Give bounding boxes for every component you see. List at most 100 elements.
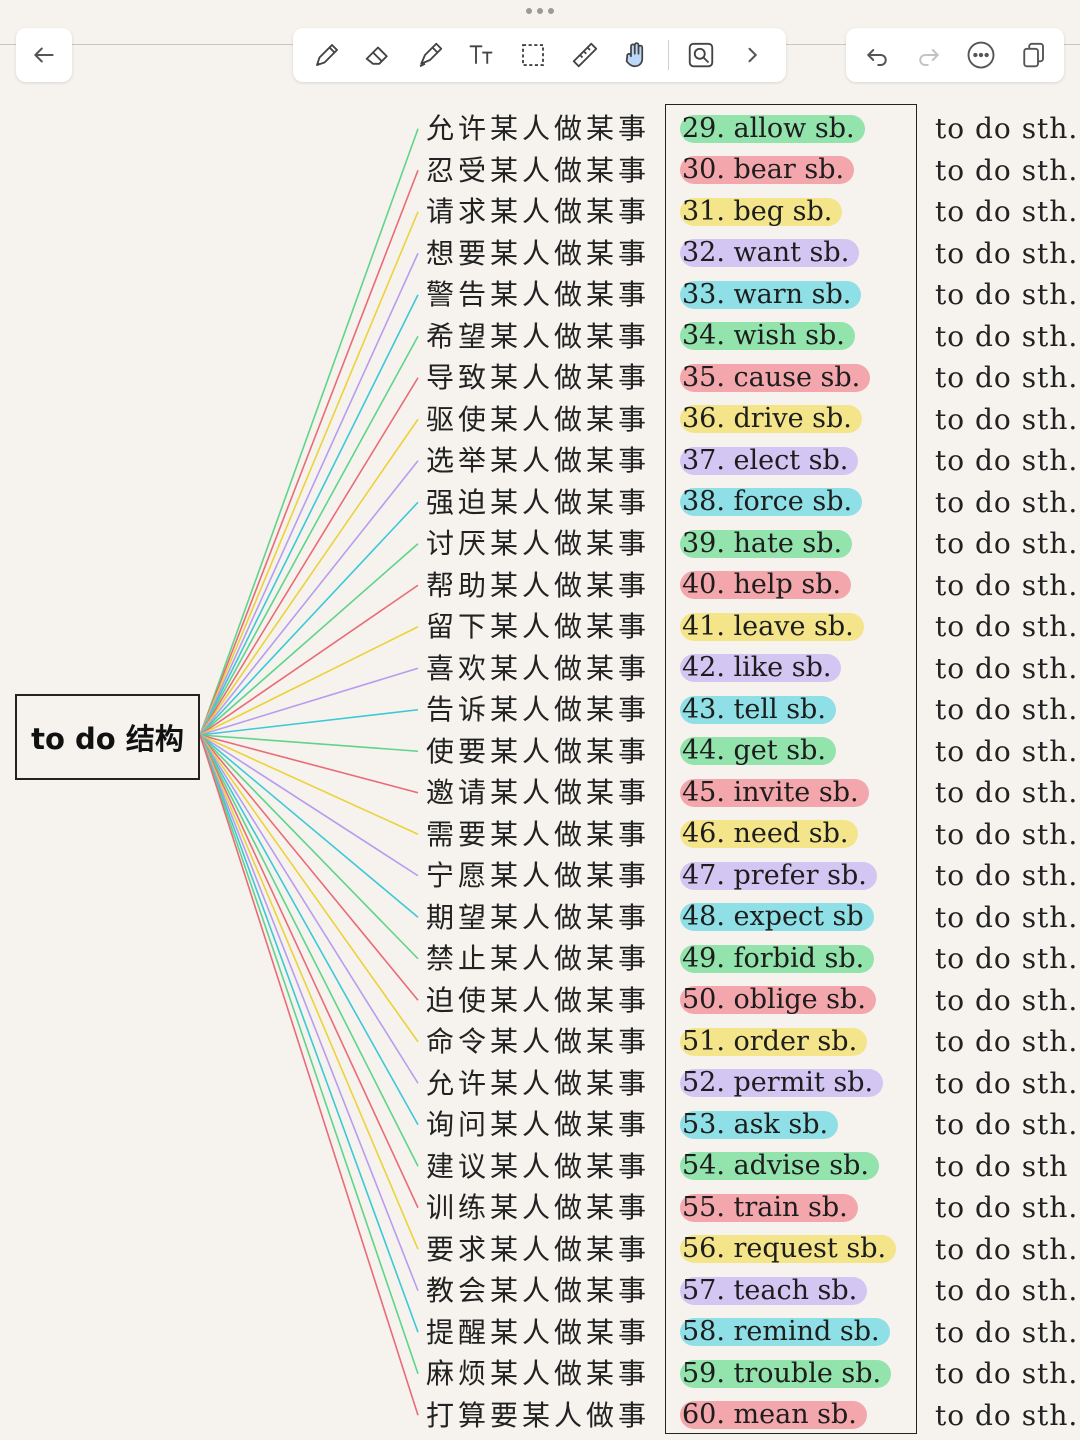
- structure-tail: to do sth.: [935, 693, 1079, 726]
- connector-line: [199, 734, 419, 1416]
- connector-line: [199, 169, 419, 736]
- document-actions: [846, 28, 1064, 82]
- tool-palette: [293, 28, 786, 82]
- verb-phrase-highlight: 40. help sb.: [680, 571, 852, 600]
- chinese-meaning: 建议某人做某事: [426, 1149, 651, 1183]
- more-tools-button[interactable]: [732, 35, 772, 75]
- verb-row: 37. elect sb.: [680, 440, 896, 482]
- ruler-tool-button[interactable]: [565, 35, 605, 75]
- verb-row: 59. trouble sb.: [680, 1353, 896, 1395]
- connector-line: [199, 335, 419, 736]
- structure-tail: to do sth.: [935, 402, 1079, 436]
- verb-phrase-highlight: 58. remind sb.: [680, 1318, 890, 1347]
- more-options-button[interactable]: [962, 35, 1000, 75]
- verb-row: 60. mean sb.: [680, 1395, 896, 1437]
- verb-phrase-highlight: 35. cause sb.: [680, 363, 871, 392]
- verb-phrase-highlight: 44. get sb.: [680, 737, 836, 766]
- structure-tail: to do sth.: [935, 1108, 1079, 1141]
- verb-phrase-highlight: 51. order sb.: [680, 1027, 868, 1056]
- pages-icon: [1023, 42, 1044, 68]
- verb-row: 44. get sb.: [680, 731, 896, 773]
- verb-phrase-highlight: 41. leave sb.: [680, 612, 864, 641]
- verb-row: 34. wish sb.: [680, 316, 896, 358]
- pages-button[interactable]: [1014, 35, 1052, 75]
- connector-line: [199, 501, 419, 736]
- verb-phrase-highlight: 60. mean sb.: [680, 1401, 867, 1430]
- text-tool-button[interactable]: [462, 35, 502, 75]
- structure-tail: to do sth.: [935, 734, 1079, 768]
- connector-line: [199, 734, 419, 835]
- chinese-meaning: 讨厌某人做某事: [426, 527, 651, 560]
- structure-tail: to do sth.: [935, 859, 1079, 892]
- chinese-meaning: 迫使某人做某事: [426, 983, 651, 1017]
- pen-icon: [315, 44, 338, 66]
- verb-phrase-highlight: 59. trouble sb.: [680, 1359, 892, 1388]
- verb-phrase-highlight: 48. expect sb: [680, 903, 874, 932]
- connector-line: [199, 734, 419, 1126]
- structure-tail: to do sth.: [935, 195, 1079, 228]
- verb-phrase-highlight: 45. invite sb.: [680, 778, 869, 807]
- structure-tail: to do sth.: [935, 983, 1079, 1017]
- verb-row: 36. drive sb.: [680, 399, 896, 441]
- verb-row: 31. beg sb.: [680, 191, 896, 233]
- structure-tail: to do sth.: [935, 485, 1079, 519]
- structure-tail: to do sth.: [935, 1315, 1079, 1349]
- chinese-meaning: 期望某人做某事: [426, 900, 651, 934]
- window-grabber[interactable]: [524, 8, 556, 18]
- undo-button[interactable]: [858, 35, 896, 75]
- structure-tail: to do sth: [935, 1149, 1069, 1183]
- image-tool-button[interactable]: [681, 35, 721, 75]
- chinese-meaning: 邀请某人做某事: [426, 776, 651, 809]
- verb-row: 29. allow sb.: [680, 108, 896, 150]
- verb-row: 33. warn sb.: [680, 274, 896, 316]
- verb-row: 51. order sb.: [680, 1021, 896, 1063]
- chinese-meaning: 允许某人做某事: [426, 1066, 651, 1100]
- structure-tail: to do sth.: [935, 1025, 1079, 1058]
- verb-phrase-highlight: 43. tell sb.: [680, 695, 836, 724]
- chinese-meaning: 麻烦某人做某事: [426, 1357, 651, 1390]
- structure-tail: to do sth.: [935, 527, 1079, 560]
- redo-button[interactable]: [910, 35, 948, 75]
- hand-tool-button[interactable]: [616, 35, 656, 75]
- chinese-meaning: 告诉某人做某事: [426, 693, 651, 726]
- structure-tail-column: to do sth. to do sth. to do sth. to do sth.…: [935, 108, 1078, 1436]
- verb-phrase-highlight: 49. forbid sb.: [680, 944, 875, 973]
- structure-tail: to do sth.: [935, 942, 1079, 975]
- highlighter-icon: [419, 42, 443, 68]
- verb-row: 35. cause sb.: [680, 357, 896, 399]
- connector-line: [199, 734, 419, 1167]
- verb-row: 45. invite sb.: [680, 772, 896, 814]
- hand-pointer-icon: [625, 42, 644, 68]
- back-button[interactable]: [16, 28, 72, 82]
- image-insert-icon: [688, 42, 713, 68]
- root-label: to do 结构: [31, 722, 184, 756]
- more-icon: [967, 41, 995, 69]
- structure-tail: to do sth.: [935, 900, 1079, 934]
- verb-phrase-highlight: 37. elect sb.: [680, 446, 859, 475]
- text-tool-icon: [470, 45, 493, 64]
- connector-line: [199, 734, 419, 960]
- connector-line: [199, 211, 419, 736]
- verb-row: 54. advise sb.: [680, 1146, 896, 1188]
- verb-row: 56. request sb.: [680, 1229, 897, 1271]
- chinese-meaning: 教会某人做某事: [426, 1274, 651, 1307]
- chinese-meaning: 驱使某人做某事: [426, 402, 651, 436]
- connector-line: [199, 584, 419, 736]
- chinese-meanings-column: 允许某人做某事 忍受某人做某事 请求某人做某事 想要某人做某事 警告某人做某事 希望某人做…: [426, 108, 656, 1436]
- chinese-meaning: 希望某人做某事: [426, 319, 651, 353]
- verb-row: 30. bear sb.: [680, 150, 896, 192]
- structure-tail: to do sth.: [935, 610, 1079, 643]
- eraser-tool-button[interactable]: [359, 35, 399, 75]
- structure-tail: to do sth.: [935, 1232, 1079, 1266]
- connector-line: [199, 734, 419, 753]
- connector-line: [199, 734, 419, 794]
- verb-phrase-highlight: 52. permit sb.: [680, 1069, 884, 1098]
- structure-tail: to do sth.: [935, 361, 1079, 394]
- verb-phrase-highlight: 47. prefer sb.: [680, 861, 877, 890]
- highlighter-tool-button[interactable]: [410, 35, 450, 75]
- pen-tool-button[interactable]: [307, 35, 347, 75]
- structure-tail: to do sth.: [935, 651, 1079, 685]
- lasso-tool-button[interactable]: [513, 35, 553, 75]
